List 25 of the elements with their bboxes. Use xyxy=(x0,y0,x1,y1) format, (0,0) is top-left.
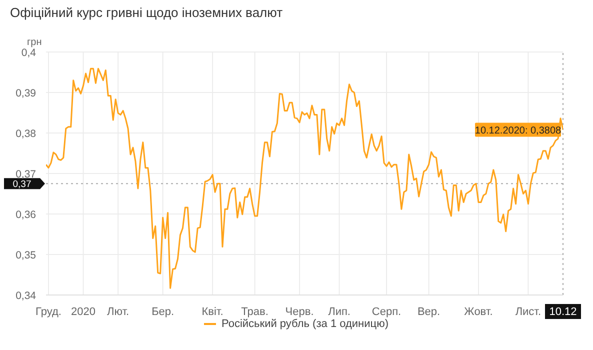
x-tick-label: 2020 xyxy=(71,306,96,318)
y-axis-title: грн xyxy=(27,37,42,48)
y-tick-label: 0,4 xyxy=(21,47,36,59)
y-tick-label: 0,39 xyxy=(16,88,36,100)
y-tick-label: 0,36 xyxy=(16,209,36,221)
chart-title: Офіційний курс гривні щодо іноземних валют xyxy=(10,5,283,20)
x-tick-label: Жовт. xyxy=(464,306,493,318)
line-series xyxy=(46,68,563,289)
x-tick-label: Лист. xyxy=(515,306,542,318)
x-tick-label: Бер. xyxy=(152,306,174,318)
x-tick-label: Квіт. xyxy=(202,306,224,318)
x-tick-label: Серп. xyxy=(372,306,402,318)
x-tick-label: 10.12 xyxy=(549,306,577,318)
x-tick-label: Лип. xyxy=(328,306,350,318)
x-tick-label: Лют. xyxy=(107,306,130,318)
annotation: 10.12.2020: 0,3808 xyxy=(474,125,562,136)
legend-label: Російський рубль (за 1 одиницю) xyxy=(221,318,388,330)
x-tick-label: Трав. xyxy=(241,306,268,318)
x-tick-label: Черв. xyxy=(285,306,314,318)
y-tick-label: 0,35 xyxy=(16,250,36,262)
y-tick-label: 0,37 xyxy=(16,168,36,180)
y-tick-label: 0,34 xyxy=(16,290,36,302)
y-tick-label: 0,38 xyxy=(16,128,36,140)
x-tick-label: Груд. xyxy=(36,306,62,318)
x-tick-label: Вер. xyxy=(417,306,440,318)
